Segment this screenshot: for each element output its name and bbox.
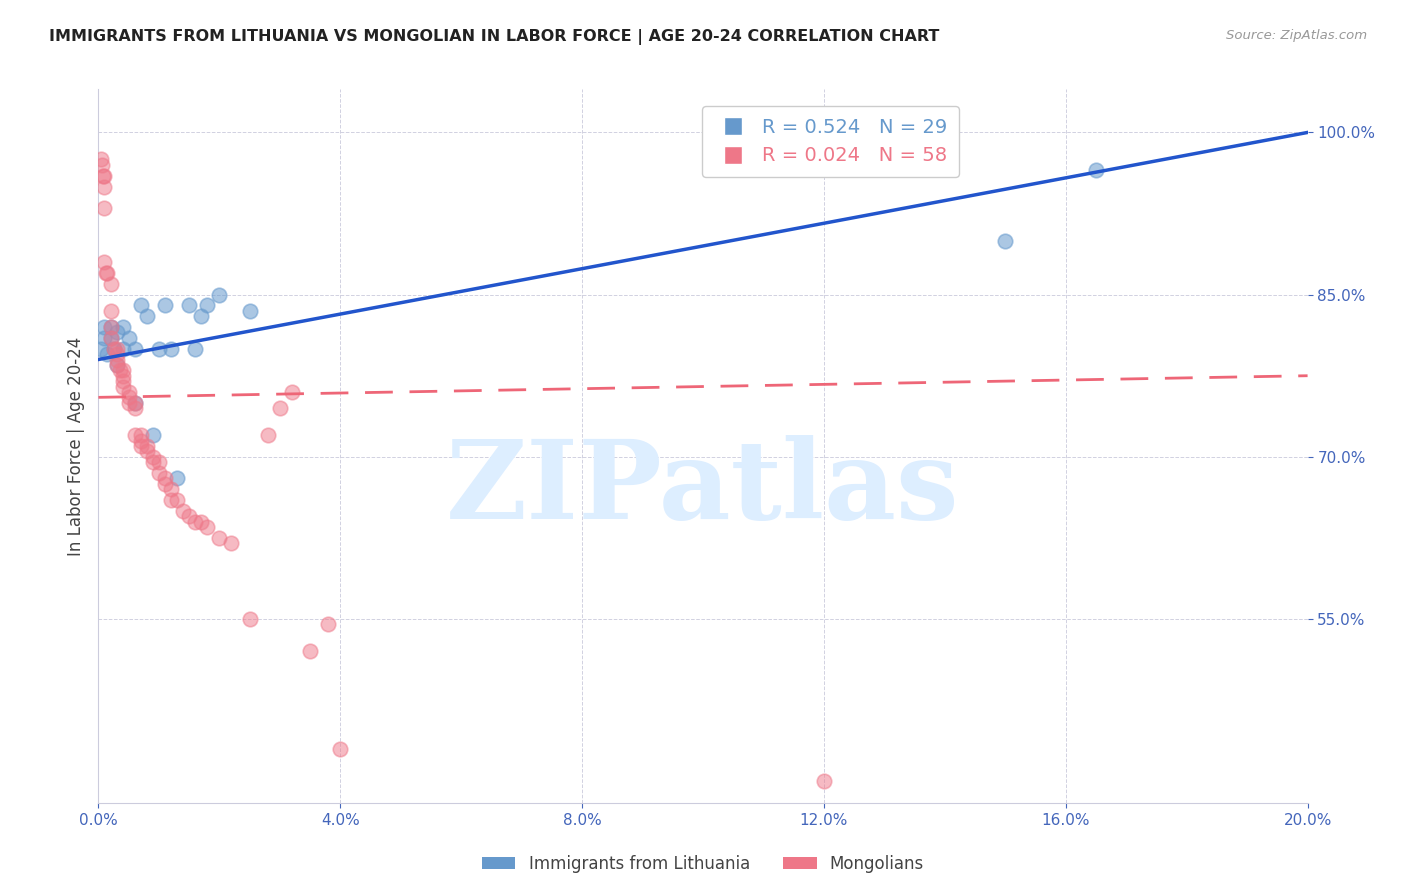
Point [142,455,165,469]
Point [105,347,128,361]
Point [100,320,122,334]
Point [118,390,141,404]
Point [124,428,146,442]
Point [93,255,115,269]
Point [179,298,201,312]
Point [148,342,170,356]
Point [172,504,194,518]
Point [93,331,115,345]
Point [190,515,212,529]
Point [111,379,134,393]
Point [281,384,304,399]
Point [90,153,112,167]
Point [111,368,134,383]
Point [221,536,243,550]
Point [100,331,122,345]
Point [105,358,128,372]
Point [111,374,134,388]
Point [208,531,231,545]
Point [1085,163,1108,178]
Point [153,476,176,491]
Point [96,347,118,361]
Point [93,201,115,215]
Point [124,396,146,410]
Point [148,466,170,480]
Point [813,774,835,789]
Point [124,401,146,416]
Point [184,515,207,529]
Point [129,439,152,453]
Point [105,352,128,367]
Point [90,342,112,356]
Point [124,342,146,356]
Point [124,396,146,410]
Point [184,342,207,356]
Text: ZIPatlas: ZIPatlas [446,435,960,542]
Point [96,266,118,280]
Point [105,358,128,372]
Point [129,298,152,312]
Legend: R = 0.524   N = 29, R = 0.024   N = 58: R = 0.524 N = 29, R = 0.024 N = 58 [702,106,959,178]
Point [190,310,212,324]
Point [239,612,262,626]
Point [160,493,183,508]
Point [105,342,128,356]
Point [239,303,262,318]
Point [93,169,115,183]
Point [100,303,122,318]
Point [256,428,278,442]
Point [299,644,322,658]
Point [195,520,218,534]
Point [91,169,114,183]
Point [153,298,176,312]
Point [103,342,125,356]
Point [166,471,188,485]
Point [111,342,134,356]
Point [160,342,183,356]
Point [208,287,231,301]
Point [135,439,157,453]
Point [100,320,122,334]
Point [93,179,115,194]
Point [118,331,141,345]
Point [129,428,152,442]
Text: Source: ZipAtlas.com: Source: ZipAtlas.com [1226,29,1367,42]
Point [129,434,152,448]
Point [94,266,117,280]
Point [994,234,1017,248]
Point [269,401,291,416]
Legend: Immigrants from Lithuania, Mongolians: Immigrants from Lithuania, Mongolians [475,848,931,880]
Text: IMMIGRANTS FROM LITHUANIA VS MONGOLIAN IN LABOR FORCE | AGE 20-24 CORRELATION CH: IMMIGRANTS FROM LITHUANIA VS MONGOLIAN I… [49,29,939,45]
Point [111,320,134,334]
Point [316,617,339,632]
Point [329,741,352,756]
Point [195,298,218,312]
Point [142,450,165,464]
Point [166,493,188,508]
Point [91,158,114,172]
Point [105,326,128,340]
Point [93,320,115,334]
Point [142,428,165,442]
Point [118,396,141,410]
Y-axis label: In Labor Force | Age 20-24: In Labor Force | Age 20-24 [66,336,84,556]
Point [103,342,125,356]
Point [100,277,122,291]
Point [148,455,170,469]
Point [153,471,176,485]
Point [108,363,131,377]
Point [135,444,157,458]
Point [135,310,157,324]
Point [111,363,134,377]
Point [179,509,201,524]
Point [160,482,183,496]
Point [118,384,141,399]
Point [100,331,122,345]
